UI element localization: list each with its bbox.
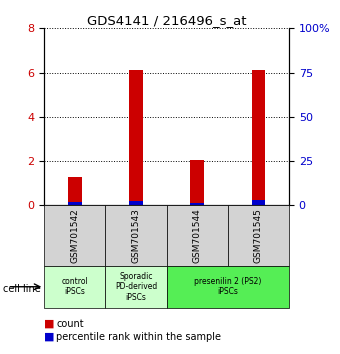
Text: Sporadic
PD-derived
iPSCs: Sporadic PD-derived iPSCs [115, 272, 157, 302]
Bar [167, 266, 289, 308]
Bar [44, 205, 105, 266]
Bar [252, 200, 265, 205]
Bar [44, 266, 105, 308]
Text: percentile rank within the sample: percentile rank within the sample [56, 332, 221, 342]
Bar [105, 205, 167, 266]
Text: presenilin 2 (PS2)
iPSCs: presenilin 2 (PS2) iPSCs [194, 277, 261, 296]
Title: GDS4141 / 216496_s_at: GDS4141 / 216496_s_at [87, 14, 246, 27]
Bar [190, 202, 204, 205]
Text: GSM701542: GSM701542 [70, 208, 79, 263]
Bar [68, 177, 82, 205]
Bar [190, 160, 204, 205]
Bar [252, 70, 265, 205]
Text: GSM701543: GSM701543 [132, 208, 140, 263]
Bar [129, 70, 143, 205]
Bar [129, 201, 143, 205]
Bar [167, 205, 228, 266]
Text: GSM701544: GSM701544 [193, 208, 202, 263]
Text: ■: ■ [44, 332, 55, 342]
Text: cell line: cell line [3, 284, 41, 293]
Bar [228, 205, 289, 266]
Text: ■: ■ [44, 319, 55, 329]
Text: GSM701545: GSM701545 [254, 208, 263, 263]
Bar [105, 266, 167, 308]
Text: count: count [56, 319, 84, 329]
Text: control
iPSCs: control iPSCs [62, 277, 88, 296]
Bar [68, 202, 82, 205]
